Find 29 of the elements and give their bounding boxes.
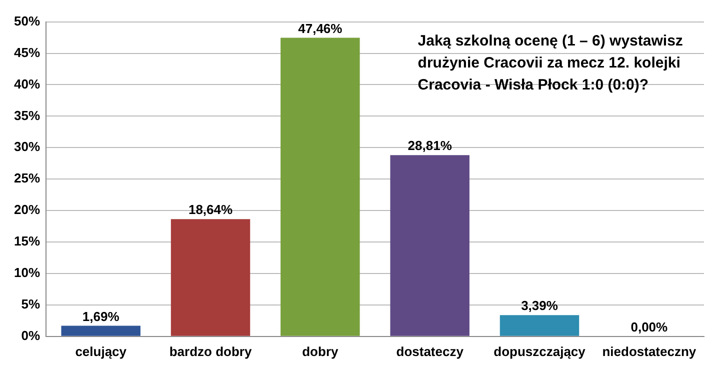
- y-tick-label: 20%: [14, 202, 40, 218]
- x-tick-label: dopuszczający: [494, 344, 586, 359]
- y-tick-label: 15%: [14, 234, 40, 249]
- data-label: 47,46%: [298, 20, 343, 36]
- y-tick-label: 45%: [14, 44, 40, 60]
- data-label: 28,81%: [408, 138, 452, 154]
- bar: [390, 155, 470, 336]
- data-label: 1,69%: [82, 308, 120, 324]
- y-tick-label: 25%: [14, 170, 40, 186]
- bar: [61, 326, 140, 336]
- text: Jaką szkolną ocenę (1 – 6) wystawisz drużynie Cracovii za mecz 12. kolejki Cracovia - Wisła Płock 1:0 (0:0)?: [418, 32, 683, 94]
- y-tick-label: 0%: [21, 328, 40, 343]
- y-tick-label: 30%: [14, 139, 40, 154]
- x-tick-label: niedostateczny: [602, 344, 697, 359]
- data-label: 0,00%: [630, 319, 668, 334]
- x-tick-label: dostateczy: [396, 344, 464, 359]
- x-tick-label: dobry: [302, 344, 339, 359]
- y-tick-label: 40%: [14, 76, 40, 92]
- y-tick-label: 5%: [21, 296, 40, 312]
- y-tick-label: 35%: [14, 108, 40, 123]
- y-tick-label: 50%: [14, 13, 40, 28]
- x-tick-label: celujący: [75, 344, 128, 359]
- bar: [280, 38, 360, 336]
- bar: [170, 219, 250, 336]
- y-tick-label: 10%: [14, 265, 40, 280]
- data-label: 18,64%: [188, 202, 233, 218]
- x-tick-label: bardzo dobry: [169, 344, 252, 359]
- data-label: 3,39%: [521, 298, 558, 314]
- bar: [500, 315, 580, 336]
